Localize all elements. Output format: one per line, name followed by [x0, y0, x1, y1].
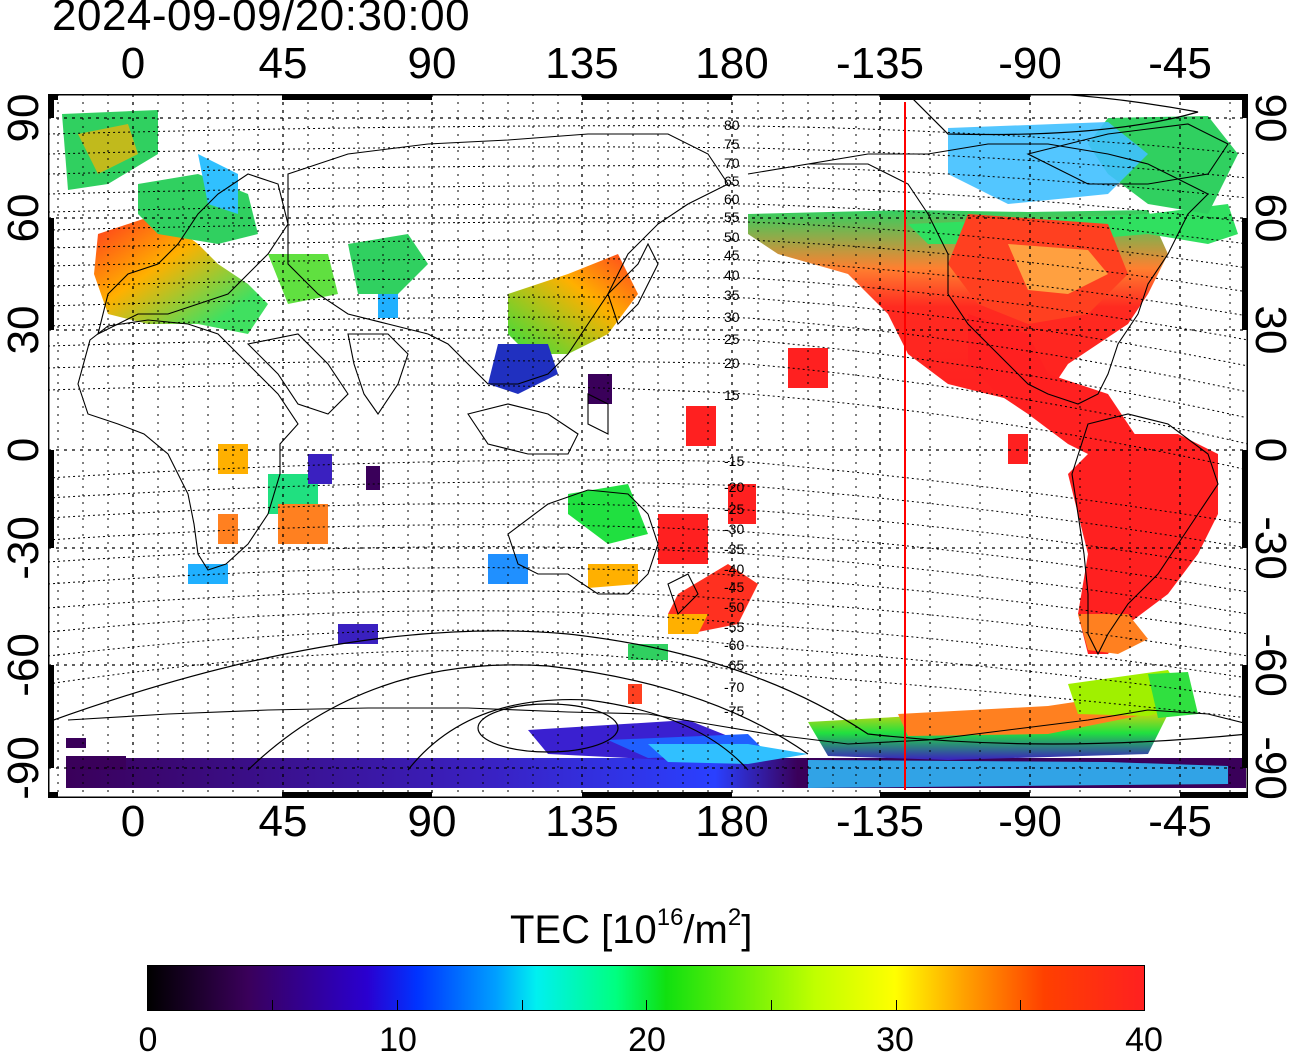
contour-label: -75: [724, 703, 744, 719]
colorbar-title: TEC [1016/m2]: [510, 904, 753, 952]
contour-label: 75: [724, 136, 740, 152]
magnetic-contours: [48, 125, 1248, 719]
lat-tick-right: -60: [1246, 633, 1294, 697]
contour-label: -65: [724, 657, 744, 673]
tec-patches: [62, 110, 1246, 788]
colorbar-tick: [1020, 1000, 1021, 1010]
contour-label: 40: [724, 267, 740, 283]
lat-tick-left: -60: [0, 633, 48, 697]
lon-tick-top: 90: [407, 39, 457, 88]
contour-label: 25: [724, 331, 740, 347]
contour-labels: 80 75 70 65 60 55 50 45 40 35 30 25 20 1…: [724, 117, 744, 719]
lat-tick-right: -30: [1246, 516, 1294, 580]
contour-label: 70: [724, 155, 740, 171]
contour-label: 60: [724, 191, 740, 207]
lon-tick-top: -45: [1148, 39, 1212, 88]
contour-label: 45: [724, 247, 740, 263]
axis-bars: [48, 94, 1248, 798]
lat-tick-left: 30: [0, 305, 48, 355]
contour-label: -30: [724, 521, 744, 537]
lon-tick-bottom: -90: [998, 797, 1062, 846]
contour-label: 15: [724, 387, 740, 403]
tec-colorbar: [147, 965, 1145, 1011]
colorbar-label: 30: [876, 1021, 914, 1059]
lon-tick-bottom: 180: [695, 797, 769, 846]
contour-label: 80: [724, 117, 740, 133]
tec-map: 80 75 70 65 60 55 50 45 40 35 30 25 20 1…: [48, 94, 1248, 798]
lat-tick-right: -90: [1246, 736, 1294, 800]
lon-tick-bottom: 90: [407, 797, 457, 846]
graticule-minor: [57, 94, 1231, 798]
lat-tick-right: 0: [1246, 437, 1294, 463]
south-pole-contours: [48, 94, 1248, 771]
lon-tick-bottom: 135: [545, 797, 619, 846]
contour-label: -70: [724, 679, 744, 695]
timestamp: 2024-09-09/20:30:00: [52, 0, 471, 40]
colorbar-tick: [896, 1000, 897, 1010]
lon-tick-top: 45: [258, 39, 308, 88]
lon-tick-bottom: 0: [120, 797, 146, 846]
lat-tick-right: 60: [1246, 193, 1294, 243]
lon-tick-bottom: 45: [258, 797, 308, 846]
lat-tick-left: -90: [0, 736, 48, 800]
lat-tick-left: 90: [0, 93, 48, 143]
contour-label: -50: [724, 599, 744, 615]
colorbar-tick: [646, 1000, 647, 1010]
colorbar-label: 20: [628, 1021, 666, 1059]
contour-label: -55: [724, 619, 744, 635]
contour-label: -15: [724, 453, 744, 469]
lat-tick-right: 90: [1246, 93, 1294, 143]
lon-tick-top: 180: [695, 39, 769, 88]
contour-label: -60: [724, 637, 744, 653]
contour-label: 50: [724, 229, 740, 245]
contour-label: 30: [724, 309, 740, 325]
lat-tick-left: 0: [0, 437, 48, 463]
lat-tick-left: 60: [0, 193, 48, 243]
lon-tick-top: 135: [545, 39, 619, 88]
lon-tick-top: -135: [835, 39, 925, 88]
lon-tick-bottom: -135: [835, 797, 925, 846]
contour-label: -45: [724, 579, 744, 595]
colorbar-label: 40: [1125, 1021, 1163, 1059]
colorbar-label: 10: [379, 1021, 417, 1059]
lon-tick-top: -90: [998, 39, 1062, 88]
contour-label: 35: [724, 287, 740, 303]
colorbar-label: 0: [138, 1021, 158, 1059]
contour-label: -35: [724, 541, 744, 557]
contour-label: -25: [724, 501, 744, 517]
colorbar-tick: [771, 1000, 772, 1010]
contour-label: -20: [724, 479, 744, 495]
graticule: [48, 94, 1248, 798]
lat-tick-right: 30: [1246, 305, 1294, 355]
coastlines: [67, 123, 1248, 745]
contour-label: 65: [724, 173, 740, 189]
lon-tick-top: 0: [120, 39, 146, 88]
colorbar-tick: [272, 1000, 273, 1010]
contour-label: -40: [724, 561, 744, 577]
colorbar-tick: [522, 1000, 523, 1010]
lon-tick-bottom: -45: [1148, 797, 1212, 846]
contour-label: 20: [724, 355, 740, 371]
lat-tick-left: -30: [0, 516, 48, 580]
contour-label: 55: [724, 209, 740, 225]
colorbar-tick: [397, 1000, 398, 1010]
